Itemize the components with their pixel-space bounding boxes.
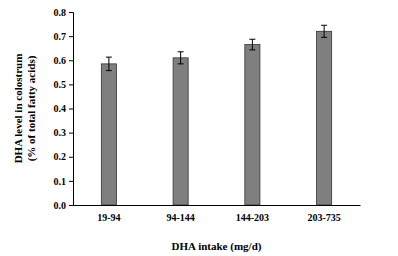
- bar: [101, 64, 116, 205]
- error-stem: [324, 25, 325, 37]
- x-tick: 94-144: [166, 205, 194, 223]
- y-tick: 0.1: [54, 176, 74, 187]
- bar: [173, 58, 188, 205]
- error-stem: [108, 57, 109, 71]
- error-cap: [249, 49, 255, 50]
- error-bar: [321, 25, 327, 37]
- y-axis-title: (% of total fatty acids): [25, 55, 38, 161]
- y-tick-label: 0.4: [54, 103, 67, 114]
- y-tick-mark: [69, 12, 73, 13]
- error-stem: [252, 39, 253, 50]
- error-bar: [106, 57, 112, 71]
- error-cap: [178, 63, 184, 64]
- y-tick: 0.4: [54, 103, 74, 114]
- y-tick-label: 0.0: [54, 200, 67, 211]
- y-tick-label: 0.6: [54, 55, 67, 66]
- bar: [245, 45, 260, 205]
- error-cap: [321, 37, 327, 38]
- x-tick-label: 94-144: [166, 212, 194, 223]
- y-tick-mark: [69, 157, 73, 158]
- x-axis-line: [74, 205, 361, 206]
- bar: [317, 31, 332, 205]
- y-tick-label: 0.2: [54, 151, 67, 162]
- error-cap: [321, 25, 327, 26]
- error-bar: [249, 39, 255, 50]
- x-tick: 19-94: [97, 205, 120, 223]
- x-axis-title: DHA intake (mg/d): [172, 240, 262, 253]
- y-tick: 0.3: [54, 127, 74, 138]
- x-tick-label: 19-94: [97, 212, 120, 223]
- x-axis: 19-94 94-144 144-203 203-735: [74, 205, 361, 223]
- marks: [101, 25, 331, 205]
- x-tick-label: 203-735: [307, 212, 340, 223]
- y-axis-title: DHA level in colostrum: [12, 54, 24, 164]
- y-tick-mark: [69, 84, 73, 85]
- y-tick-mark: [69, 205, 73, 206]
- y-tick-label: 0.5: [54, 79, 67, 90]
- y-tick: 0.0: [54, 200, 74, 211]
- error-cap: [106, 70, 112, 71]
- y-tick-label: 0.8: [54, 7, 67, 18]
- y-tick: 0.5: [54, 79, 74, 90]
- error-stem: [180, 52, 181, 64]
- error-cap: [178, 51, 184, 52]
- chart: 0.0 0.1 0.2 0.3 0.4 0.5 0.6 0.7 0.8 19-94 94-144 14…: [0, 0, 398, 256]
- x-tick: 144-203: [236, 205, 269, 223]
- error-cap: [106, 57, 112, 58]
- y-tick-mark: [69, 133, 73, 134]
- y-tick: 0.2: [54, 151, 74, 162]
- y-tick-label: 0.3: [54, 127, 67, 138]
- y-tick-mark: [69, 36, 73, 37]
- y-tick-label: 0.1: [54, 176, 67, 187]
- y-tick-mark: [69, 109, 73, 110]
- y-tick-label: 0.7: [54, 31, 67, 42]
- y-tick: 0.8: [54, 7, 74, 18]
- x-tick: 203-735: [307, 205, 340, 223]
- y-axis: 0.0 0.1 0.2 0.3 0.4 0.5 0.6 0.7 0.8: [54, 7, 74, 211]
- x-tick-label: 144-203: [236, 212, 269, 223]
- error-cap: [249, 39, 255, 40]
- y-axis-line: [69, 13, 74, 206]
- y-tick: 0.6: [54, 55, 74, 66]
- y-tick-mark: [69, 181, 73, 182]
- y-tick-mark: [69, 60, 73, 61]
- y-tick: 0.7: [54, 31, 74, 42]
- error-bar: [178, 52, 184, 64]
- plot: 0.0 0.1 0.2 0.3 0.4 0.5 0.6 0.7 0.8 19-94 94-144 14…: [54, 7, 361, 223]
